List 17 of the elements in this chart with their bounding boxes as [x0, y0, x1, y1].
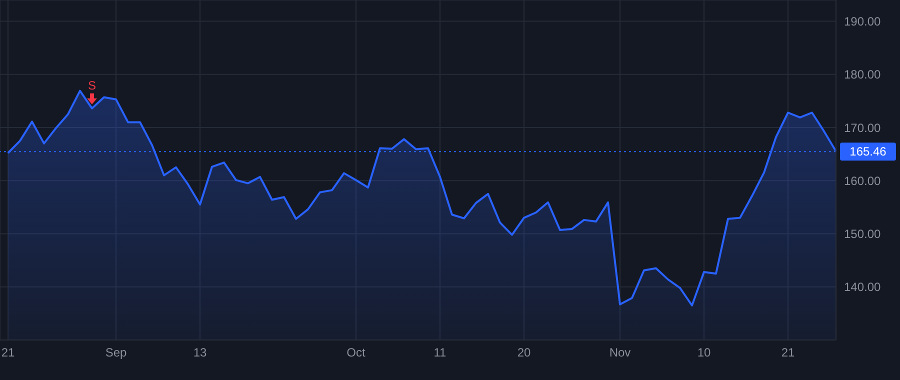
x-tick-label: 21	[1, 346, 15, 360]
ref-line-label: 165.46	[850, 144, 887, 159]
annotation: S	[88, 78, 96, 92]
y-tick-label: 150.00	[844, 227, 882, 242]
x-tick-label: 11	[434, 346, 447, 360]
y-tick-label: 180.00	[844, 68, 882, 82]
x-tick-label: 10	[697, 346, 711, 360]
x-tick-label: 20	[517, 346, 531, 360]
y-tick-label: 170.00	[844, 120, 882, 135]
x-tick-label: 13	[193, 346, 207, 360]
x-tick-label: Nov	[609, 346, 631, 360]
y-tick-label: 140.00	[844, 280, 882, 294]
y-tick-label: 190.00	[844, 14, 882, 29]
x-tick-label: Oct	[346, 346, 366, 360]
x-tick-label: Sep	[105, 346, 127, 360]
y-tick-label: 160.00	[844, 174, 882, 188]
x-tick-label: 21	[781, 346, 795, 360]
